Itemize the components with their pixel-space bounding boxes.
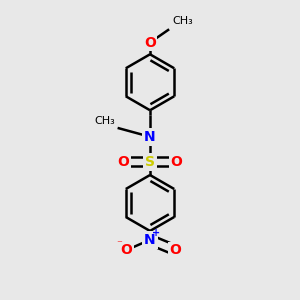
Text: CH₃: CH₃ bbox=[172, 16, 193, 26]
Text: O: O bbox=[118, 155, 129, 169]
Text: S: S bbox=[145, 155, 155, 169]
Text: N: N bbox=[144, 233, 156, 247]
Text: O: O bbox=[144, 35, 156, 50]
Text: ⁻: ⁻ bbox=[116, 239, 122, 249]
Text: O: O bbox=[121, 243, 132, 257]
Text: O: O bbox=[169, 243, 181, 257]
Text: N: N bbox=[144, 130, 156, 144]
Text: +: + bbox=[152, 228, 160, 238]
Text: O: O bbox=[171, 155, 182, 169]
Text: CH₃: CH₃ bbox=[94, 116, 115, 126]
